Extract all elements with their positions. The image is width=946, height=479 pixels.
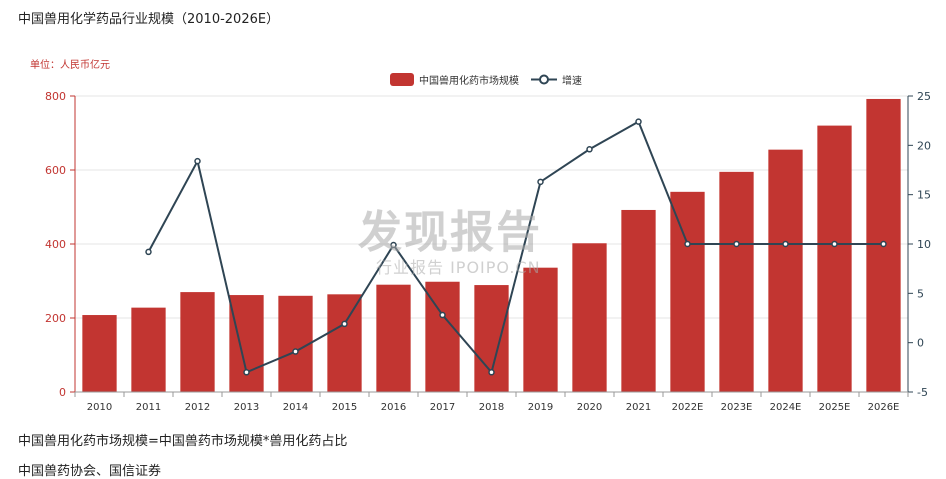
left-tick-label: 800 — [45, 90, 66, 103]
chart-title: 中国兽用化学药品行业规模（2010-2026E） — [18, 12, 280, 27]
x-tick-label: 2024E — [770, 402, 802, 413]
right-tick-label: -5 — [917, 386, 928, 399]
unit-label: 单位：人民币亿元 — [30, 60, 110, 71]
source-note: 中国兽药协会、国信证券 — [18, 464, 162, 479]
bar[interactable] — [621, 209, 656, 392]
bar[interactable] — [523, 267, 558, 392]
x-tick-label: 2011 — [136, 402, 161, 413]
left-tick-label: 400 — [45, 238, 66, 251]
legend-line-swatch — [531, 73, 557, 86]
formula-note: 中国兽用化药市场规模=中国兽药市场规模*兽用化药占比 — [18, 434, 348, 449]
growth-point[interactable] — [439, 311, 446, 319]
x-tick-label: 2026E — [868, 402, 900, 413]
left-tick-label: 0 — [59, 386, 66, 399]
growth-point[interactable] — [782, 240, 789, 248]
x-tick-label: 2018 — [479, 402, 504, 413]
x-tick-label: 2022E — [672, 402, 704, 413]
growth-point[interactable] — [880, 240, 887, 248]
right-tick-label: 25 — [917, 90, 931, 103]
growth-point[interactable] — [341, 320, 348, 328]
x-tick-label: 2021 — [626, 402, 651, 413]
x-tick-label: 2019 — [528, 402, 553, 413]
bar[interactable] — [376, 284, 411, 392]
x-tick-label: 2016 — [381, 402, 406, 413]
growth-point[interactable] — [390, 241, 397, 249]
bar[interactable] — [670, 191, 705, 392]
bar[interactable] — [229, 295, 264, 392]
growth-point[interactable] — [145, 248, 152, 256]
growth-point[interactable] — [243, 369, 250, 376]
bar[interactable] — [327, 294, 362, 392]
growth-point[interactable] — [831, 240, 838, 248]
right-tick-label: 10 — [917, 238, 931, 251]
growth-line — [147, 120, 884, 375]
bar[interactable] — [180, 292, 215, 392]
right-tick-label: 15 — [917, 189, 931, 202]
bar[interactable] — [131, 307, 166, 392]
x-tick-label: 2014 — [283, 402, 308, 413]
growth-point[interactable] — [488, 369, 495, 376]
x-tick-label: 2023E — [721, 402, 753, 413]
growth-point[interactable] — [733, 240, 740, 248]
growth-point[interactable] — [586, 146, 593, 153]
x-tick-label: 2013 — [234, 402, 259, 413]
legend-item-line[interactable]: 增速 — [531, 72, 582, 87]
x-tick-label: 2020 — [577, 402, 602, 413]
bar[interactable] — [768, 149, 803, 392]
growth-point[interactable] — [292, 348, 299, 355]
bar[interactable] — [82, 315, 117, 392]
legend: 中国兽用化药市场规模 增速 — [390, 72, 588, 87]
bar[interactable] — [278, 295, 313, 392]
right-tick-label: 20 — [917, 139, 931, 152]
bar[interactable] — [474, 285, 509, 392]
bar[interactable] — [817, 125, 852, 392]
right-tick-label: 0 — [917, 337, 924, 350]
bar[interactable] — [572, 243, 607, 392]
x-tick-label: 2017 — [430, 402, 455, 413]
x-tick-label: 2025E — [819, 402, 851, 413]
growth-point[interactable] — [537, 178, 544, 186]
right-tick-label: 5 — [917, 287, 924, 300]
bar[interactable] — [719, 171, 754, 392]
legend-line-label: 增速 — [562, 76, 582, 87]
growth-point[interactable] — [684, 240, 691, 248]
x-tick-label: 2015 — [332, 402, 357, 413]
legend-item-bar[interactable]: 中国兽用化药市场规模 — [390, 72, 519, 87]
left-tick-label: 200 — [45, 312, 66, 325]
growth-point[interactable] — [635, 118, 642, 125]
left-tick-label: 600 — [45, 164, 66, 177]
x-tick-label: 2010 — [87, 402, 112, 413]
legend-bar-swatch — [390, 73, 414, 86]
x-tick-label: 2012 — [185, 402, 210, 413]
growth-point[interactable] — [194, 157, 201, 165]
legend-bar-label: 中国兽用化药市场规模 — [419, 76, 519, 87]
